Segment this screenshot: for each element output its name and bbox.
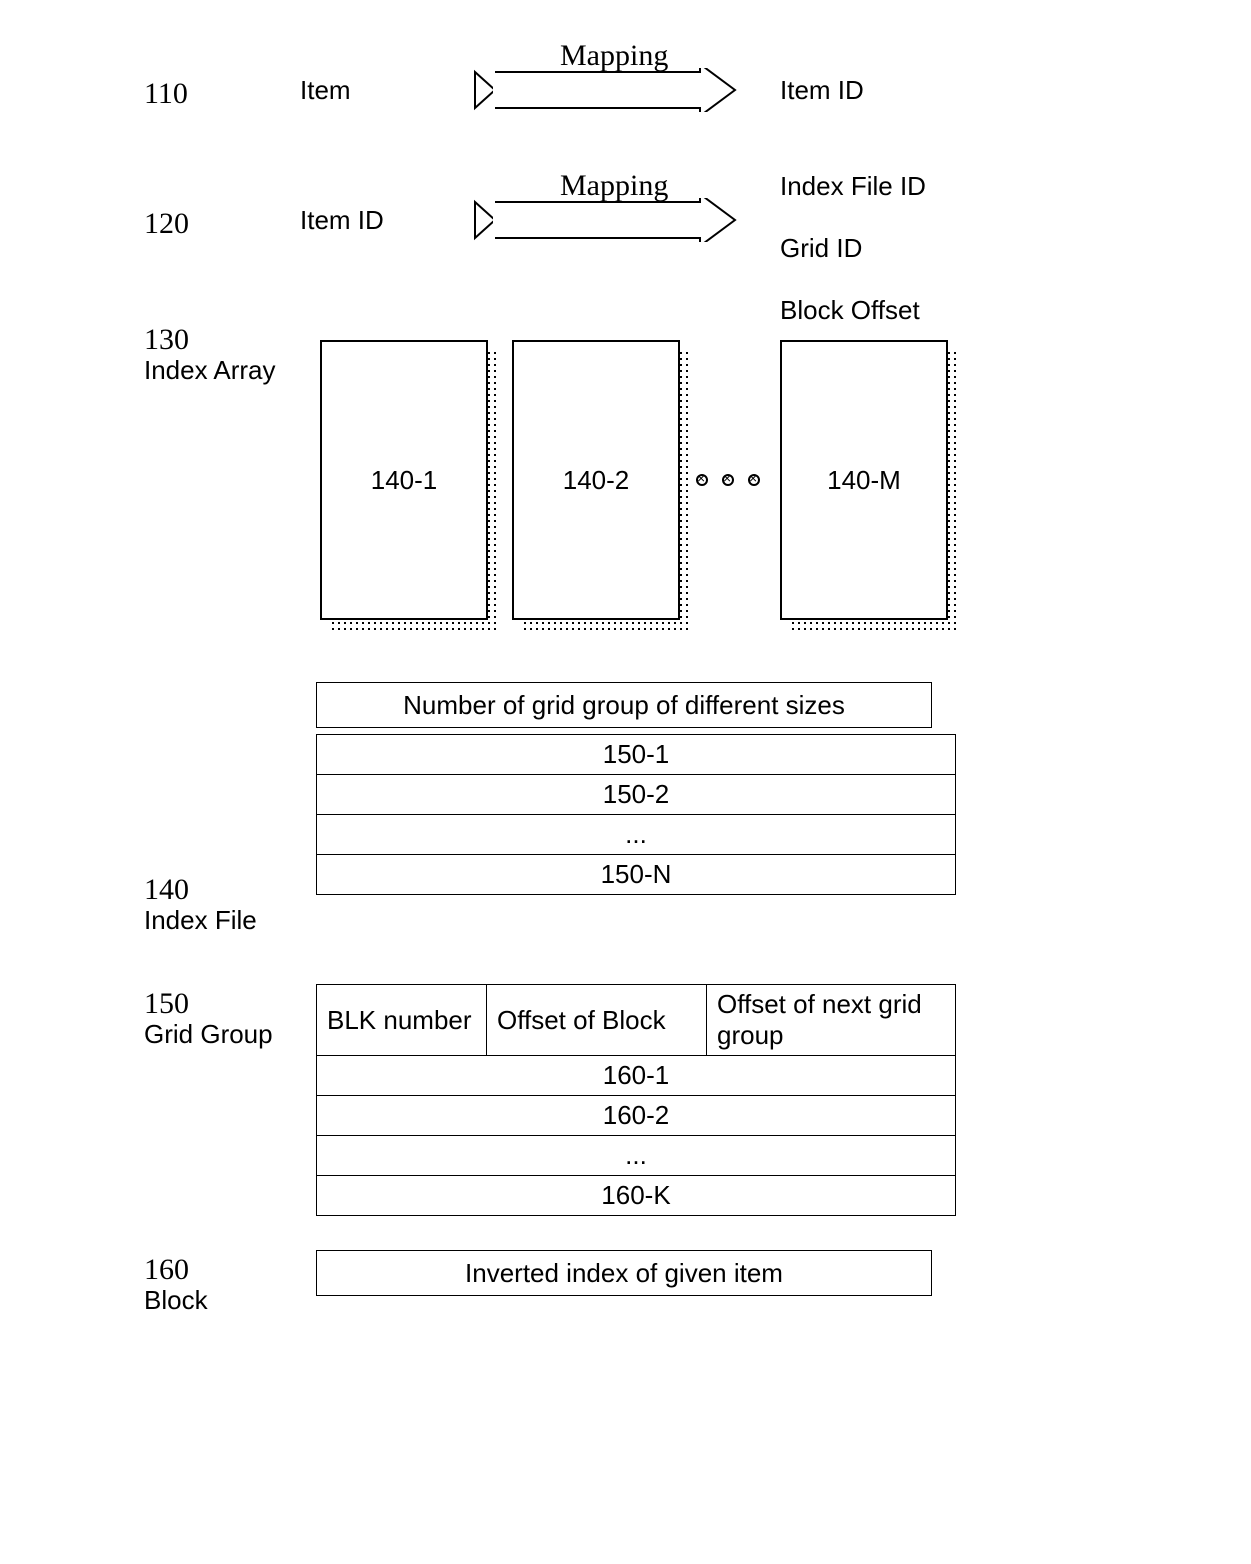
grid-group-header-cell: BLK number [317, 985, 487, 1056]
table-row: 160-K [317, 1176, 956, 1216]
step-120-arrow [470, 198, 740, 247]
step-110-right-label: Item ID [780, 74, 864, 108]
index-box-1: 140-1 [320, 340, 488, 620]
table-row: 160-1 [317, 1056, 956, 1096]
table-row: 160-2 [317, 1096, 956, 1136]
step-150-label: Grid Group [144, 1018, 273, 1052]
step-120-number: 120 [144, 204, 189, 243]
index-box-2: 140-2 [512, 340, 680, 620]
table-row: ... [317, 1136, 956, 1176]
step-110-number: 110 [144, 74, 188, 113]
block-content-text: Inverted index of given item [465, 1258, 783, 1289]
grid-group-header-cell: Offset of Block [487, 985, 707, 1056]
table-row: ... [317, 815, 956, 855]
step-160-label: Block [144, 1284, 208, 1318]
grid-group-table: BLK number Offset of Block Offset of nex… [316, 984, 956, 1216]
step-110-arrow [470, 68, 740, 117]
step-140-label: Index File [144, 904, 257, 938]
block-content-box: Inverted index of given item [316, 1250, 932, 1296]
index-file-header-text: Number of grid group of different sizes [403, 690, 845, 721]
step-130-label: Index Array [144, 354, 276, 388]
table-row: 150-2 [317, 775, 956, 815]
index-box-m-label: 140-M [827, 465, 901, 496]
index-box-1-label: 140-1 [371, 465, 438, 496]
ellipsis-dots [696, 474, 760, 486]
index-file-header: Number of grid group of different sizes [316, 682, 932, 728]
index-box-2-label: 140-2 [563, 465, 630, 496]
index-box-m: 140-M [780, 340, 948, 620]
step-110-left-label: Item [300, 74, 351, 108]
index-file-table: 150-1 150-2 ... 150-N [316, 734, 956, 895]
step-120-right-line-3: Block Offset [780, 294, 920, 328]
step-120-left-label: Item ID [300, 204, 384, 238]
table-row: 150-N [317, 855, 956, 895]
grid-group-header-cell: Offset of next grid group [707, 985, 956, 1056]
table-row: 150-1 [317, 735, 956, 775]
step-120-right-line-2: Grid ID [780, 232, 862, 266]
step-120-right-line-1: Index File ID [780, 170, 926, 204]
